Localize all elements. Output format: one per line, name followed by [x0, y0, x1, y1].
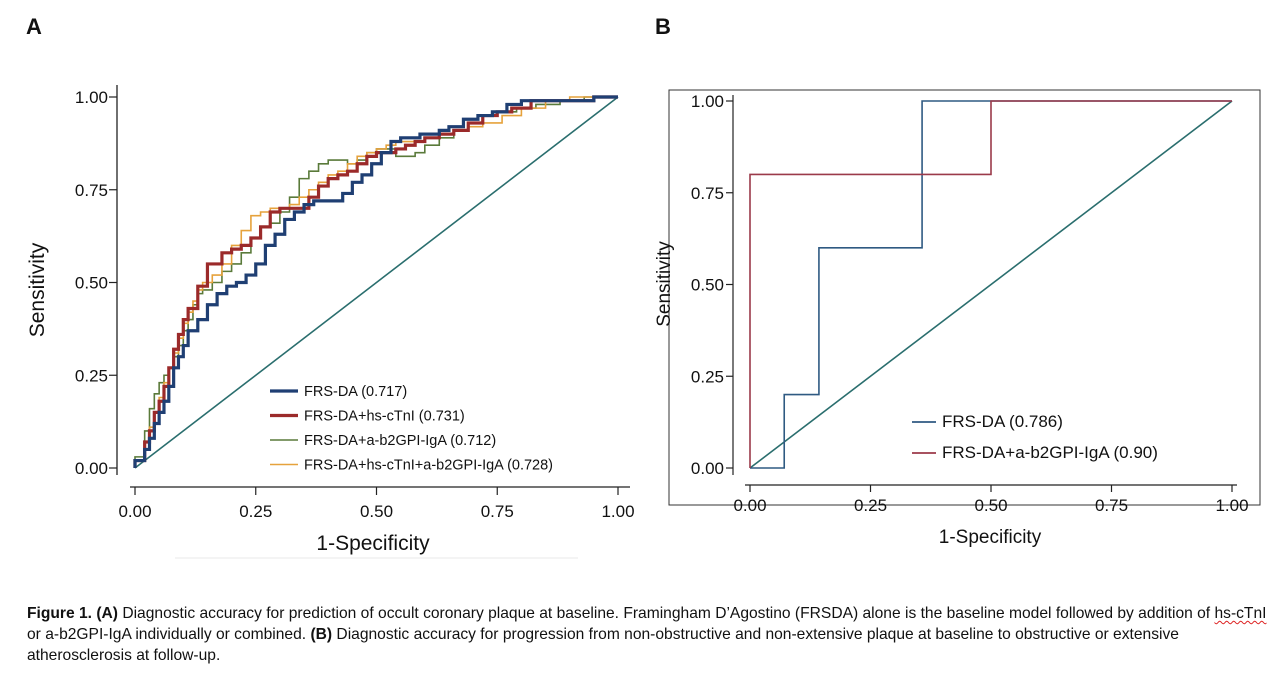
panel-a-x-tick-label: 0.25: [239, 502, 272, 521]
panel-a-y-tick-label: 0.50: [75, 274, 108, 293]
panel-b-legend-label: FRS-DA (0.786): [942, 412, 1063, 431]
panel-a-legend-label: FRS-DA+hs-cTnI (0.731): [304, 409, 465, 425]
panel-a-x-tick-label: 1.00: [601, 502, 634, 521]
panel-a-legend-label: FRS-DA+a-b2GPI-IgA (0.712): [304, 433, 496, 449]
panel-a-y-tick-label: 1.00: [75, 88, 108, 107]
panel-a-legend-label: FRS-DA (0.717): [304, 384, 407, 400]
panel-b-series-line-2: [749, 100, 1232, 468]
caption-part-a-tail: or a-b2GPI-IgA individually or combined.: [27, 626, 311, 643]
panel-a-series-line-1: [133, 95, 618, 468]
panel-a-legend-label: FRS-DA+hs-cTnI+a-b2GPI-IgA (0.728): [304, 458, 553, 474]
figure-caption: Figure 1. (A) Diagnostic accuracy for pr…: [27, 603, 1267, 666]
panel-b-y-title: Sensitivity: [654, 241, 675, 327]
panel-a-x-tick-label: 0.00: [118, 502, 151, 521]
panel-b-y-tick-label: 0.00: [691, 459, 724, 478]
panel-b-x-tick-label: 0.75: [1095, 496, 1128, 515]
panel-letter-a: A: [26, 14, 42, 39]
panel-b-x-tick-label: 0.25: [854, 496, 887, 515]
caption-part-b-tag: (B): [310, 626, 333, 643]
caption-part-a-tag: (A): [96, 605, 118, 622]
panel-a-reference-line: [134, 96, 619, 469]
panel-b-y-tick-label: 0.75: [691, 184, 724, 203]
panel-a-x-tick-label: 0.75: [481, 502, 514, 521]
panel-b-x-tick-label: 0.50: [974, 496, 1007, 515]
panel-a-y-title: Sensitivity: [26, 242, 49, 337]
panel-a-y-tick-label: 0.25: [75, 366, 108, 385]
panel-b-reference-line: [749, 100, 1233, 469]
panel-b-x-tick-label: 0.00: [733, 496, 766, 515]
panel-letter-b: B: [655, 14, 671, 39]
caption-hs-ctni-term: hs-cTnI: [1214, 605, 1267, 622]
panel-b-y-tick-label: 0.50: [691, 276, 724, 295]
panel-a-series-line-2: [133, 95, 618, 468]
caption-part-b-text: Diagnostic accuracy for progression from…: [27, 626, 1179, 664]
panel-a-y-tick-label: 0.00: [75, 459, 108, 478]
panel-a-plot: 1-Specificity Sensitivity: [26, 85, 630, 559]
panel-b-frame: [668, 89, 1261, 506]
panel-b-y-tick-label: 1.00: [691, 92, 724, 111]
panel-b-y-tick-label: 0.25: [691, 367, 724, 386]
panel-b-series-line-1: [750, 100, 1232, 469]
panel-a-y-tick-label: 0.75: [75, 181, 108, 200]
panel-b-legend-label: FRS-DA+a-b2GPI-IgA (0.90): [942, 443, 1158, 462]
panel-a-x-tick-label: 0.50: [360, 502, 393, 521]
caption-part-a-text: Diagnostic accuracy for prediction of oc…: [118, 605, 1215, 622]
caption-label: Figure 1.: [27, 605, 92, 622]
panel-b-plot: 1-Specificity Sensitivity: [654, 89, 1261, 548]
panel-b-x-tick-label: 1.00: [1215, 496, 1248, 515]
roc-figure: 1-Specificity Sensitivity 1-Specificity …: [26, 85, 1261, 559]
panel-b-x-title: 1-Specificity: [939, 527, 1042, 548]
chart-marks: 0.00 0.25 0.50 0.75 1.00 0.00 0.25 0.50 0.75 1.00…: [75, 88, 1249, 521]
panel-a-x-title: 1-Specificity: [316, 532, 430, 555]
